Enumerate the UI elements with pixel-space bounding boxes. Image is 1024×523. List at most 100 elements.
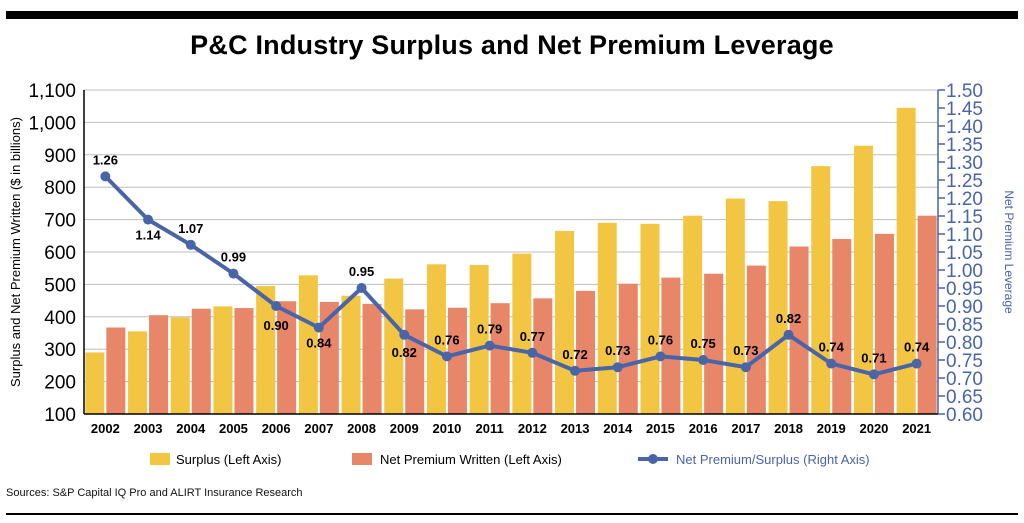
left-tick-label: 200 (44, 373, 76, 394)
right-tick-label: 0.70 (946, 369, 983, 390)
left-tick-label: 800 (44, 178, 76, 199)
leverage-point (484, 340, 495, 351)
source-note: Sources: S&P Capital IQ Pro and ALIRT In… (6, 487, 303, 499)
surplus-bar (426, 264, 446, 414)
leverage-series-line (103, 174, 918, 377)
surplus-bar (725, 198, 745, 414)
leverage-point (313, 322, 324, 333)
leverage-point (911, 358, 922, 369)
leverage-point (185, 239, 196, 250)
npw-bar (832, 239, 852, 414)
right-tick-label: 0.75 (946, 351, 983, 372)
right-tick-label: 1.40 (946, 117, 983, 138)
left-tick-label: 900 (44, 146, 76, 167)
bars (85, 107, 937, 414)
leverage-point (143, 214, 154, 225)
leverage-point (740, 362, 751, 373)
surplus-bar (811, 166, 831, 414)
left-axis-title: Surplus and Net Premium Written ($ in bi… (8, 117, 23, 387)
npw-bar (704, 273, 724, 414)
leverage-data-label: 0.76 (434, 332, 459, 347)
leverage-data-label: 0.79 (477, 322, 502, 337)
x-tick-label: 2011 (476, 421, 504, 436)
leverage-point (826, 358, 837, 369)
leverage-point (570, 365, 581, 376)
right-tick-label: 1.20 (946, 189, 983, 210)
surplus-bar (298, 275, 318, 414)
left-tick-label: 600 (44, 243, 76, 264)
x-tick-label: 2009 (390, 421, 419, 436)
npw-bar (405, 309, 425, 414)
leverage-data-label: 0.90 (263, 318, 288, 333)
right-axis-title: Net Premium Leverage (1002, 190, 1016, 314)
surplus-bar (256, 286, 276, 414)
surplus-bar (469, 264, 489, 414)
legend-label-npw: Net Premium Written (Left Axis) (380, 452, 562, 467)
leverage-data-label: 0.82 (392, 345, 417, 360)
right-tick-label: 1.45 (946, 99, 983, 120)
right-tick-label: 0.90 (946, 297, 983, 318)
right-tick-label: 1.35 (946, 135, 983, 156)
left-axis: 100 200 300 400 500 600 700 800 900 1,000 1,100 Sur… (8, 81, 85, 426)
leverage-data-label: 0.82 (776, 311, 801, 326)
leverage-point (399, 329, 410, 340)
right-tick-label: 1.00 (946, 261, 983, 282)
legend-label-surplus: Surplus (Left Axis) (176, 452, 282, 467)
top-rule (6, 11, 1018, 19)
leverage-point (868, 369, 879, 380)
leverage-point (100, 171, 111, 182)
leverage-point (228, 268, 239, 279)
npw-bar (917, 215, 937, 414)
surplus-bar (597, 222, 617, 414)
leverage-data-label: 1.07 (178, 221, 203, 236)
npw-bar (447, 307, 467, 414)
right-tick-label: 0.65 (946, 387, 983, 408)
legend-swatch-leverage-point (648, 454, 658, 464)
leverage-data-label: 0.73 (733, 343, 758, 358)
left-tick-label: 400 (44, 308, 76, 329)
right-tick-label: 0.95 (946, 279, 983, 300)
left-tick-label: 1,000 (28, 113, 76, 134)
x-tick-label: 2018 (774, 421, 803, 436)
surplus-bar (768, 201, 788, 414)
data-labels: 1.26 1.14 1.07 0.99 0.90 0.84 0.95 0.82 0.76 0.79… (93, 152, 930, 365)
leverage-data-label: 1.14 (135, 228, 161, 243)
surplus-bar (341, 295, 361, 414)
chart-area: 100 200 300 400 500 600 700 800 900 1,000 1,100 Sur… (8, 81, 1016, 467)
surplus-bar (213, 306, 233, 414)
leverage-data-label: 0.99 (221, 250, 246, 265)
x-tick-label: 2014 (603, 421, 633, 436)
surplus-bar (170, 317, 190, 414)
right-tick-label: 1.50 (946, 81, 983, 102)
npw-bar (746, 265, 766, 414)
right-tick-label: 1.15 (946, 207, 983, 228)
leverage-data-label: 0.74 (819, 340, 845, 355)
x-tick-label: 2017 (731, 421, 760, 436)
x-tick-label: 2015 (646, 421, 675, 436)
x-tick-label: 2013 (561, 421, 590, 436)
npw-bar (277, 301, 297, 414)
legend-swatch-surplus (150, 453, 170, 465)
right-tick-label: 0.85 (946, 315, 983, 336)
surplus-bar (683, 215, 703, 414)
x-axis: 2002 2003 2004 2005 2006 2007 2008 2009 2010 2011… (84, 413, 938, 436)
right-tick-label: 1.30 (946, 153, 983, 174)
x-tick-label: 2020 (859, 421, 888, 436)
npw-bar (362, 303, 382, 414)
npw-bar (234, 308, 254, 414)
x-tick-label: 2012 (518, 421, 547, 436)
surplus-bar (512, 253, 532, 414)
right-tick-label: 1.10 (946, 225, 983, 246)
legend: Surplus (Left Axis) Net Premium Written (… (150, 452, 870, 467)
leverage-data-label: 0.95 (349, 264, 374, 279)
x-tick-label: 2004 (176, 421, 206, 436)
x-tick-label: 2008 (347, 421, 376, 436)
leverage-point (441, 351, 452, 362)
legend-label-leverage: Net Premium/Surplus (Right Axis) (676, 452, 870, 467)
left-tick-label: 300 (44, 340, 76, 361)
leverage-data-label: 1.26 (93, 152, 118, 167)
leverage-data-label: 0.74 (904, 340, 930, 355)
right-tick-label: 1.25 (946, 171, 983, 192)
leverage-point (655, 351, 666, 362)
leverage-line (100, 171, 922, 380)
